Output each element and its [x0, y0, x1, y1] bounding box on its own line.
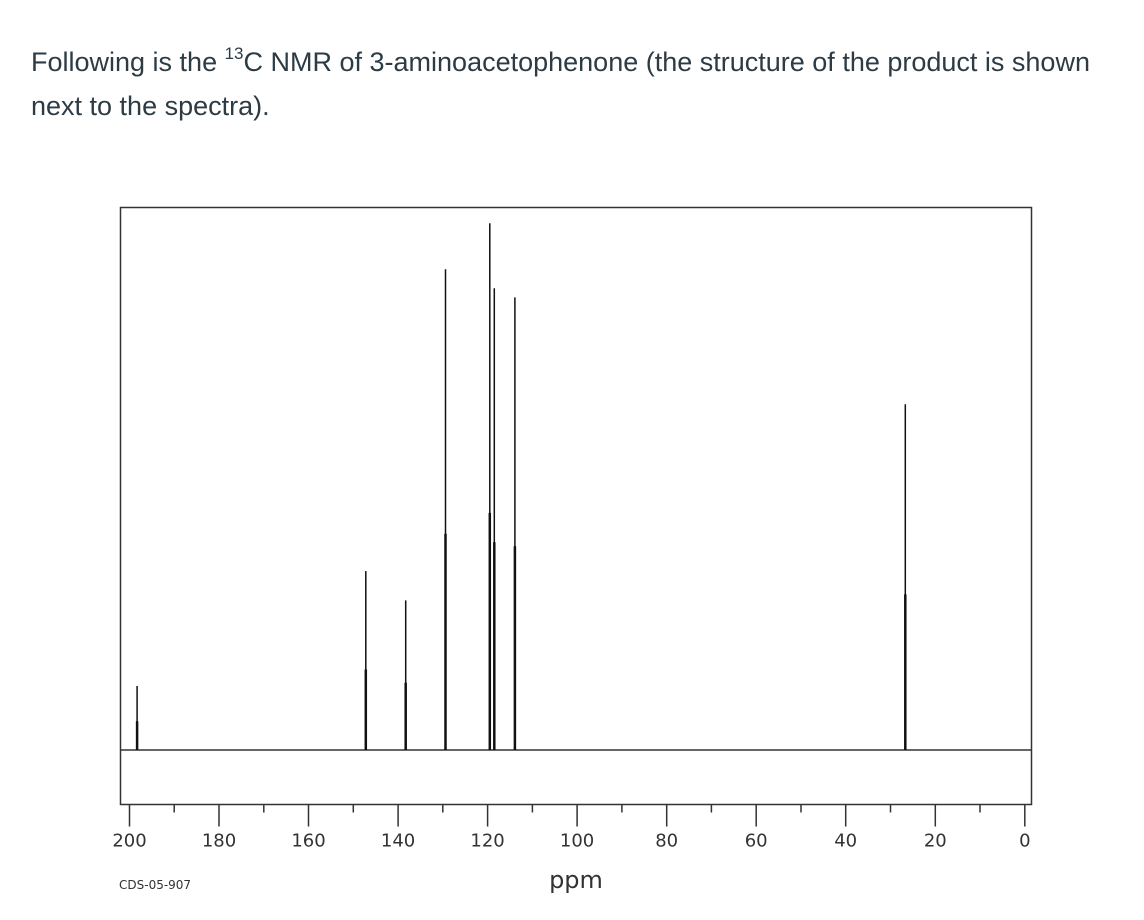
tick-label-140: 140: [381, 831, 415, 852]
x-axis-label: ppm: [549, 866, 603, 894]
spectrum-code-label: CDS-05-907: [119, 878, 191, 892]
tick-label-160: 160: [291, 831, 325, 852]
question-text: Following is the 13C NMR of 3-aminoaceto…: [31, 40, 1121, 128]
tick-label-60: 60: [745, 831, 768, 852]
tick-label-20: 20: [924, 831, 947, 852]
question-text-end: C NMR of 3-aminoacetophenone (the struct…: [31, 47, 1090, 121]
tick-label-200: 200: [112, 831, 146, 852]
peaks-layer: [135, 223, 907, 750]
tick-label-40: 40: [834, 831, 857, 852]
isotope-superscript: 13: [224, 44, 244, 63]
chart-frame: [119, 206, 1033, 806]
tick-label-0: 0: [1019, 831, 1030, 852]
x-axis-ticks: 200 180 160 140 120 100 80 60 40 20 0: [112, 804, 1031, 852]
question-text-start: Following is the: [31, 47, 225, 77]
tick-label-80: 80: [655, 831, 678, 852]
tick-label-100: 100: [560, 831, 594, 852]
tick-label-180: 180: [202, 831, 236, 852]
tick-label-120: 120: [470, 831, 504, 852]
